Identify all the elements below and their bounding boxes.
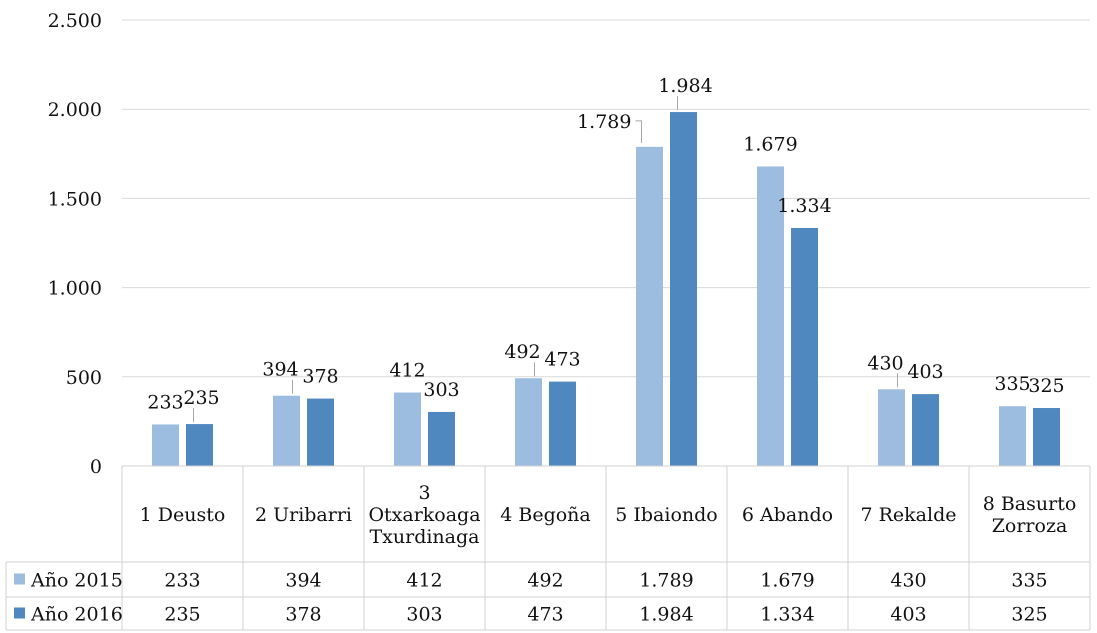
table-cell: 235 <box>164 604 200 626</box>
bar-2016 <box>307 398 334 466</box>
data-label: 403 <box>907 361 943 383</box>
bar-2015 <box>152 424 179 466</box>
data-label: 412 <box>389 359 425 381</box>
bar-2016 <box>912 394 939 466</box>
bar-2016 <box>670 112 697 467</box>
bar-2015 <box>394 392 421 466</box>
data-label: 473 <box>544 349 580 371</box>
table-cell: 1.789 <box>639 570 693 592</box>
data-label: 335 <box>994 373 1030 395</box>
table-cell: 403 <box>890 604 926 626</box>
table-cell: 1.679 <box>760 570 814 592</box>
table-cell: 394 <box>285 570 321 592</box>
table-cell: 473 <box>527 604 563 626</box>
category-label: 8 Basurto <box>983 493 1077 515</box>
category-label: Zorroza <box>992 515 1068 537</box>
data-label: 303 <box>423 379 459 401</box>
category-label: 1 Deusto <box>140 504 226 526</box>
table-cell: 335 <box>1011 570 1047 592</box>
data-label: 378 <box>302 366 338 388</box>
legend-label: Año 2016 <box>30 604 123 626</box>
data-label: 492 <box>504 341 540 363</box>
bar-2015 <box>878 389 905 466</box>
y-tick-label: 2.000 <box>48 99 102 121</box>
bar-2016 <box>428 411 455 466</box>
leader-line <box>635 120 642 143</box>
legend-swatch-2015 <box>14 573 25 585</box>
data-label: 233 <box>147 391 183 413</box>
bar-2015 <box>999 406 1026 466</box>
y-tick-label: 0 <box>90 456 102 478</box>
category-label: 7 Rekalde <box>860 504 956 526</box>
category-label: 5 Ibaiondo <box>615 504 717 526</box>
table-cell: 1.334 <box>760 604 814 626</box>
data-label: 325 <box>1028 375 1064 397</box>
table-cell: 1.984 <box>639 604 693 626</box>
category-label: 2 Uribarri <box>255 504 352 526</box>
table-cell: 325 <box>1011 604 1047 626</box>
y-tick-label: 1.500 <box>48 188 102 210</box>
table-cell: 303 <box>406 604 442 626</box>
data-label: 1.984 <box>658 75 712 97</box>
category-label: 6 Abando <box>742 504 833 526</box>
bar-2015 <box>273 395 300 466</box>
category-label: Otxarkoaga <box>368 504 480 526</box>
legend-label: Año 2015 <box>30 570 123 592</box>
y-tick-label: 2.500 <box>48 10 102 32</box>
table-cell: 378 <box>285 604 321 626</box>
bar-2016 <box>549 381 576 466</box>
table-cell: 233 <box>164 570 200 592</box>
table-cell: 412 <box>406 570 442 592</box>
bar-2015 <box>636 146 663 466</box>
data-label: 235 <box>183 387 219 409</box>
bar-2016 <box>186 424 213 466</box>
table-cell: 430 <box>890 570 926 592</box>
data-label: 430 <box>867 352 903 374</box>
category-label: 3 <box>418 482 430 504</box>
y-tick-label: 500 <box>66 367 102 389</box>
bar-2015 <box>515 378 542 466</box>
bar-2015 <box>757 166 784 466</box>
data-label: 1.679 <box>743 133 797 155</box>
category-label: Txurdinaga <box>369 526 479 548</box>
data-label: 394 <box>262 359 298 381</box>
data-label: 1.789 <box>577 111 631 133</box>
legend-swatch-2016 <box>14 607 25 619</box>
bar-2016 <box>791 228 818 466</box>
y-tick-label: 1.000 <box>48 278 102 300</box>
table-cell: 492 <box>527 570 563 592</box>
data-label: 1.334 <box>777 195 831 217</box>
bar-2016 <box>1033 408 1060 466</box>
category-label: 4 Begoña <box>500 504 591 526</box>
